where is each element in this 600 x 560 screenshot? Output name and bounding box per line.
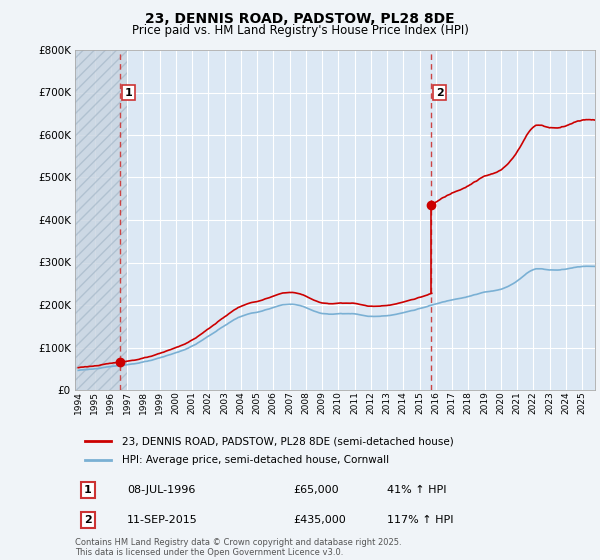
Text: Contains HM Land Registry data © Crown copyright and database right 2025.
This d: Contains HM Land Registry data © Crown c… xyxy=(75,538,401,557)
Text: 08-JUL-1996: 08-JUL-1996 xyxy=(127,485,196,495)
Bar xyxy=(75,50,127,390)
Text: £65,000: £65,000 xyxy=(293,485,339,495)
Text: £435,000: £435,000 xyxy=(293,515,346,525)
Text: 117% ↑ HPI: 117% ↑ HPI xyxy=(387,515,454,525)
Text: 41% ↑ HPI: 41% ↑ HPI xyxy=(387,485,446,495)
Text: 23, DENNIS ROAD, PADSTOW, PL28 8DE (semi-detached house): 23, DENNIS ROAD, PADSTOW, PL28 8DE (semi… xyxy=(122,436,454,446)
Text: Price paid vs. HM Land Registry's House Price Index (HPI): Price paid vs. HM Land Registry's House … xyxy=(131,24,469,36)
Text: HPI: Average price, semi-detached house, Cornwall: HPI: Average price, semi-detached house,… xyxy=(122,455,389,465)
Text: 11-SEP-2015: 11-SEP-2015 xyxy=(127,515,198,525)
Text: 1: 1 xyxy=(84,485,92,495)
Text: 2: 2 xyxy=(436,87,443,97)
Text: 2: 2 xyxy=(84,515,92,525)
Text: 1: 1 xyxy=(124,87,132,97)
Text: 23, DENNIS ROAD, PADSTOW, PL28 8DE: 23, DENNIS ROAD, PADSTOW, PL28 8DE xyxy=(145,12,455,26)
